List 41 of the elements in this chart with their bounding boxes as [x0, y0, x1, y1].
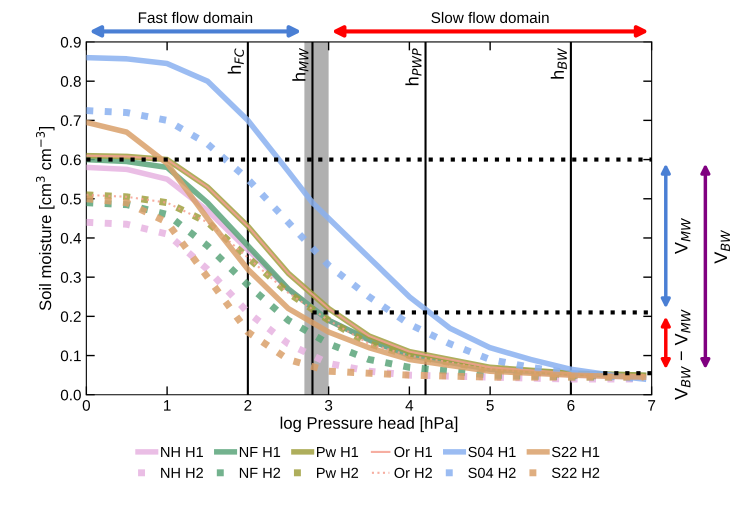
legend-label: Pw H1 — [317, 446, 358, 458]
ref-line-label: h$_{FC}$ — [228, 48, 244, 74]
legend-label: NF H2 — [240, 468, 280, 478]
legend-label: Or H1 — [394, 446, 432, 458]
y-tick-label: 0.6 — [60, 154, 81, 166]
x-tick-label: 1 — [164, 400, 171, 411]
legend-label: NH H1 — [161, 446, 203, 458]
y-tick-label: 0.3 — [60, 272, 81, 283]
y-tick-label: 0.5 — [60, 194, 81, 204]
x-tick-label: 6 — [567, 400, 574, 411]
y-tick-label: 0.4 — [60, 232, 82, 244]
legend-label: NF H1 — [240, 446, 280, 458]
x-tick-label: 0 — [82, 400, 90, 411]
text: V$_{BW}$ — [714, 230, 730, 264]
y-tick-label: 0.7 — [60, 115, 81, 126]
legend-label: NH H2 — [161, 468, 203, 478]
ref-line-label: h$_{MW}$ — [292, 48, 308, 81]
x-tick-label: 5 — [486, 400, 494, 411]
text: Slow flow domain — [431, 12, 549, 24]
legend-label: S04 H1 — [468, 446, 516, 458]
y-tick-label: 0.0 — [60, 390, 81, 400]
y-tick-label: 0.8 — [60, 76, 81, 87]
x-tick-label: 3 — [324, 400, 332, 411]
y-axis-title: Soil moisture [cm$^{3}$ cm$^{−3}$] — [36, 127, 55, 310]
text: V$_{BW}$ − V$_{MW}$ — [674, 309, 690, 400]
text: V$_{MW}$ — [674, 218, 690, 254]
legend-label: Or H2 — [394, 468, 432, 478]
ref-line-label: h$_{PWP}$ — [405, 48, 422, 86]
legend-label: S04 H2 — [468, 468, 516, 478]
legend-label: S22 H2 — [552, 468, 600, 478]
y-tick-label: 0.1 — [60, 350, 81, 362]
y-tick-label: 0.2 — [60, 311, 81, 322]
x-axis-title: log Pressure head [hPa] — [280, 416, 458, 432]
y-tick-label: 0.9 — [60, 36, 81, 48]
x-tick-label: 2 — [244, 400, 252, 411]
x-tick-label: 7 — [648, 400, 656, 411]
ref-line-label: h$_{BW}$ — [550, 48, 567, 79]
text: Fast flow domain — [138, 12, 252, 24]
legend-label: Pw H2 — [317, 468, 358, 478]
legend-label: S22 H1 — [552, 446, 600, 458]
x-tick-label: 4 — [405, 400, 414, 411]
